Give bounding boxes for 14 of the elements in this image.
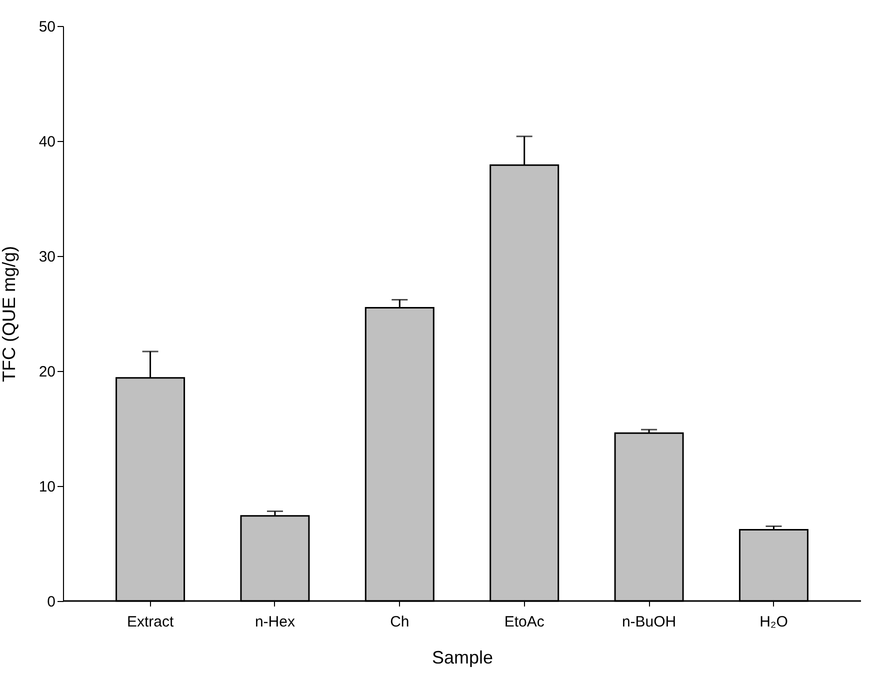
x-tick-label: n-BuOH — [622, 614, 676, 630]
y-tick-label: 40 — [38, 134, 56, 150]
y-tick-label: 20 — [38, 364, 56, 380]
x-tick-label: n-Hex — [254, 614, 296, 630]
y-tick-label: 50 — [38, 18, 56, 36]
y-tick-label: 10 — [38, 478, 56, 496]
x-axis-title: Sample — [432, 648, 494, 668]
x-tick-label: EtoAc — [504, 614, 545, 630]
y-tick-label: 0 — [47, 594, 56, 610]
x-tick-label: Extract — [126, 614, 174, 630]
y-tick-label: 30 — [38, 248, 56, 266]
x-tick-label: H₂O — [760, 614, 788, 630]
y-axis-title: TFC (QUE mg/g) — [0, 246, 19, 382]
x-tick-label: Ch — [390, 614, 410, 630]
